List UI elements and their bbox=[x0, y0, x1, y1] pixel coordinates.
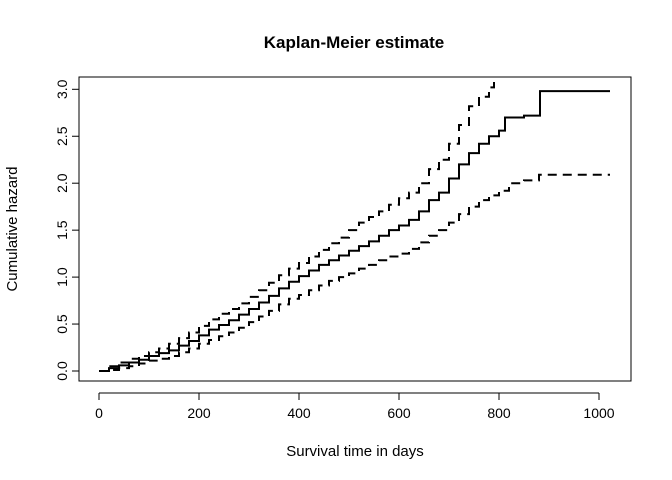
y-tick-label: 1.0 bbox=[54, 267, 70, 287]
y-tick-label: 1.5 bbox=[54, 220, 70, 240]
km-estimate-line bbox=[99, 90, 610, 372]
y-axis-label: Cumulative hazard bbox=[4, 166, 21, 291]
lower-ci-line bbox=[99, 173, 610, 372]
y-axis: 0.0 0.5 1.0 1.5 2.0 2.5 3.0 bbox=[54, 79, 80, 381]
x-tick-label: 200 bbox=[187, 405, 211, 421]
series-layer bbox=[99, 79, 610, 372]
plot-frame bbox=[78, 76, 632, 382]
x-tick-label: 0 bbox=[95, 405, 103, 421]
x-tick-label: 600 bbox=[387, 405, 411, 421]
y-tick-label: 2.5 bbox=[54, 126, 70, 146]
upper-ci-line bbox=[99, 79, 495, 372]
x-axis: 0 200 400 600 800 1000 bbox=[95, 392, 615, 421]
y-tick-label: 0.5 bbox=[54, 314, 70, 334]
x-tick-label: 1000 bbox=[583, 405, 614, 421]
y-tick-label: 3.0 bbox=[54, 79, 70, 99]
x-tick-label: 400 bbox=[287, 405, 311, 421]
y-tick-label: 0.0 bbox=[54, 361, 70, 381]
x-tick-label: 800 bbox=[487, 405, 511, 421]
chart-title: Kaplan-Meier estimate bbox=[264, 33, 444, 52]
y-tick-label: 2.0 bbox=[54, 173, 70, 193]
x-axis-label: Survival time in days bbox=[286, 443, 424, 460]
